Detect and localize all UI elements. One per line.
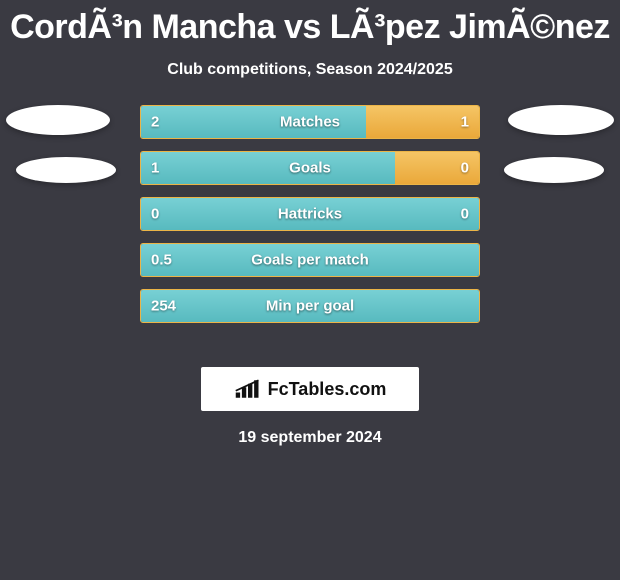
stat-bar: 1 0 Goals xyxy=(140,151,480,185)
stat-bar: 0.5 Goals per match xyxy=(140,243,480,277)
date-label: 19 september 2024 xyxy=(0,429,620,447)
stat-row: 0.5 Goals per match xyxy=(0,243,620,277)
stat-value-right: 0 xyxy=(461,206,469,223)
stat-value-left: 254 xyxy=(151,298,176,315)
stat-value-left: 1 xyxy=(151,160,159,177)
stat-bar: 254 Min per goal xyxy=(140,289,480,323)
stat-bar-left xyxy=(141,152,395,184)
comparison-chart: 2 1 Matches 1 0 Goals 0 0 Hattricks 0.5 Goals per … xyxy=(0,105,620,355)
brand-badge: FcTables.com xyxy=(201,367,419,411)
stat-row: 0 0 Hattricks xyxy=(0,197,620,231)
stat-bar: 0 0 Hattricks xyxy=(140,197,480,231)
stat-label: Goals xyxy=(289,160,331,177)
stat-row: 2 1 Matches xyxy=(0,105,620,139)
stat-row: 1 0 Goals xyxy=(0,151,620,185)
stat-value-right: 0 xyxy=(461,160,469,177)
stat-value-left: 0 xyxy=(151,206,159,223)
stat-label: Matches xyxy=(280,114,340,131)
page-title: CordÃ³n Mancha vs LÃ³pez JimÃ©nez xyxy=(0,0,620,47)
stat-value-left: 2 xyxy=(151,114,159,131)
stat-label: Min per goal xyxy=(266,298,354,315)
stat-bar: 2 1 Matches xyxy=(140,105,480,139)
stat-label: Hattricks xyxy=(278,206,342,223)
stat-value-right: 1 xyxy=(461,114,469,131)
chart-icon xyxy=(234,378,262,400)
page-subtitle: Club competitions, Season 2024/2025 xyxy=(0,61,620,79)
stat-label: Goals per match xyxy=(251,252,369,269)
stat-row: 254 Min per goal xyxy=(0,289,620,323)
stat-value-left: 0.5 xyxy=(151,252,172,269)
brand-text: FcTables.com xyxy=(268,379,387,400)
